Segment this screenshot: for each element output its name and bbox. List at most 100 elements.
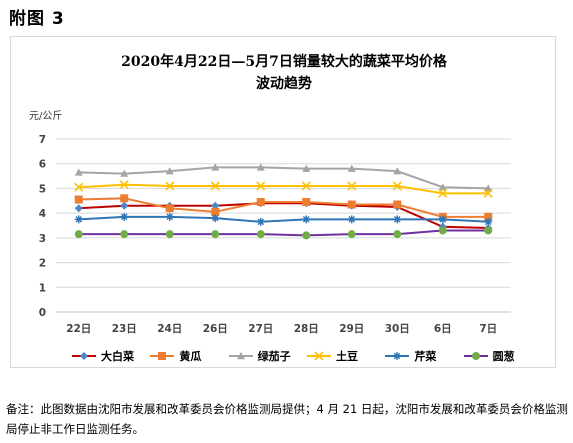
data-point bbox=[484, 212, 493, 221]
x-tick-label: 7日 bbox=[479, 323, 497, 335]
data-point bbox=[256, 198, 265, 207]
x-tick-label: 30日 bbox=[385, 323, 410, 335]
x-tick-label: 26日 bbox=[203, 323, 228, 335]
legend-item: 大白菜 bbox=[71, 347, 134, 365]
legend-swatch bbox=[463, 352, 488, 360]
data-point bbox=[438, 188, 448, 198]
y-tick-label: 1 bbox=[39, 282, 46, 294]
legend-label: 绿茄子 bbox=[257, 350, 291, 363]
legend-swatch bbox=[307, 351, 331, 361]
data-point bbox=[393, 215, 402, 224]
x-tick-label: 24日 bbox=[157, 323, 182, 335]
legend-label: 土豆 bbox=[336, 350, 358, 363]
data-point bbox=[393, 167, 402, 175]
data-point bbox=[120, 201, 129, 210]
chart-title: 2020年4月22日—5月7日销量较大的蔬菜平均价格 bbox=[121, 54, 447, 70]
legend-marker bbox=[314, 351, 324, 361]
y-tick-label: 3 bbox=[39, 233, 46, 245]
y-tick-label: 6 bbox=[39, 159, 46, 171]
series-line bbox=[78, 183, 489, 195]
data-point bbox=[347, 181, 357, 191]
data-point bbox=[211, 201, 220, 210]
data-point bbox=[483, 188, 493, 198]
legend-item: 绿茄子 bbox=[228, 347, 291, 365]
data-point bbox=[211, 207, 220, 216]
chart-legend: 大白菜 黄瓜 绿茄子 土豆 芹菜 圆葱 bbox=[63, 347, 533, 365]
data-point bbox=[484, 184, 493, 192]
x-tick-label: 27日 bbox=[248, 323, 273, 335]
data-point bbox=[393, 200, 402, 209]
x-tick-label: 29日 bbox=[339, 323, 364, 335]
data-point bbox=[120, 230, 129, 239]
legend-marker bbox=[80, 352, 88, 360]
data-point bbox=[74, 182, 84, 192]
legend-swatch bbox=[72, 352, 96, 360]
y-tick-label: 5 bbox=[39, 183, 46, 195]
legend-item: 土豆 bbox=[306, 347, 358, 365]
series-line bbox=[78, 166, 489, 190]
data-point bbox=[484, 226, 493, 235]
data-point bbox=[302, 198, 311, 207]
legend-item: 圆葱 bbox=[463, 347, 515, 365]
data-point bbox=[256, 163, 265, 171]
y-tick-label: 4 bbox=[39, 208, 46, 220]
legend-swatch bbox=[150, 352, 175, 360]
data-point bbox=[74, 195, 83, 204]
data-point bbox=[438, 215, 447, 224]
data-point bbox=[256, 217, 265, 226]
data-point bbox=[302, 164, 311, 172]
data-point bbox=[347, 200, 356, 209]
data-point bbox=[210, 181, 220, 191]
y-tick-label: 7 bbox=[39, 134, 46, 146]
data-point bbox=[74, 168, 83, 176]
chart-plot-area: 0 1 2 3 4 5 6 7 22日 23日 24日 26日 27日 28日 29日 30日 6日 7日 bbox=[39, 134, 511, 335]
series-line bbox=[78, 215, 489, 223]
y-axis-label: 元/公斤 bbox=[29, 111, 63, 122]
data-point bbox=[74, 204, 83, 213]
legend-marker bbox=[471, 352, 480, 360]
data-point bbox=[74, 215, 83, 224]
legend-item: 黄瓜 bbox=[149, 347, 201, 365]
data-point bbox=[120, 194, 129, 203]
data-point bbox=[438, 226, 447, 235]
legend-item: 芹菜 bbox=[384, 347, 436, 365]
data-point bbox=[347, 230, 356, 239]
footnote: 备注：此图数据由沈阳市发展和改革委员会价格监测局提供；4 月 21 日起，沈阳市… bbox=[6, 402, 568, 436]
legend-label: 圆葱 bbox=[492, 350, 515, 363]
x-tick-label: 22日 bbox=[66, 323, 91, 335]
data-point bbox=[211, 214, 220, 223]
figure-heading: 附图 3 bbox=[9, 9, 65, 29]
data-point bbox=[393, 230, 402, 239]
data-point bbox=[120, 169, 129, 177]
data-point bbox=[120, 212, 129, 221]
x-tick-label: 23日 bbox=[112, 323, 137, 335]
data-point bbox=[211, 230, 220, 239]
data-point bbox=[302, 215, 311, 224]
y-tick-label: 0 bbox=[39, 307, 46, 319]
data-point bbox=[165, 167, 174, 175]
data-point bbox=[347, 215, 356, 224]
y-tick-label: 2 bbox=[39, 258, 46, 270]
chart-subtitle: 波动趋势 bbox=[256, 76, 312, 92]
legend-swatch bbox=[385, 352, 410, 360]
legend-marker bbox=[236, 352, 245, 360]
x-tick-label: 28日 bbox=[294, 323, 319, 335]
data-point bbox=[211, 163, 220, 171]
legend-label: 芹菜 bbox=[414, 350, 437, 363]
data-point bbox=[165, 181, 175, 191]
data-point bbox=[438, 183, 447, 191]
legend-marker bbox=[393, 352, 402, 360]
data-point bbox=[484, 217, 493, 226]
data-point bbox=[165, 212, 174, 221]
legend-label: 黄瓜 bbox=[179, 350, 202, 363]
data-point bbox=[74, 230, 83, 239]
legend-label: 大白菜 bbox=[101, 350, 134, 363]
series-line bbox=[78, 202, 489, 229]
data-point bbox=[165, 230, 174, 239]
data-point bbox=[302, 231, 311, 240]
data-point bbox=[301, 181, 311, 191]
legend-marker bbox=[158, 352, 167, 360]
series-line bbox=[78, 197, 489, 218]
data-point bbox=[165, 204, 174, 213]
data-point bbox=[119, 180, 129, 190]
